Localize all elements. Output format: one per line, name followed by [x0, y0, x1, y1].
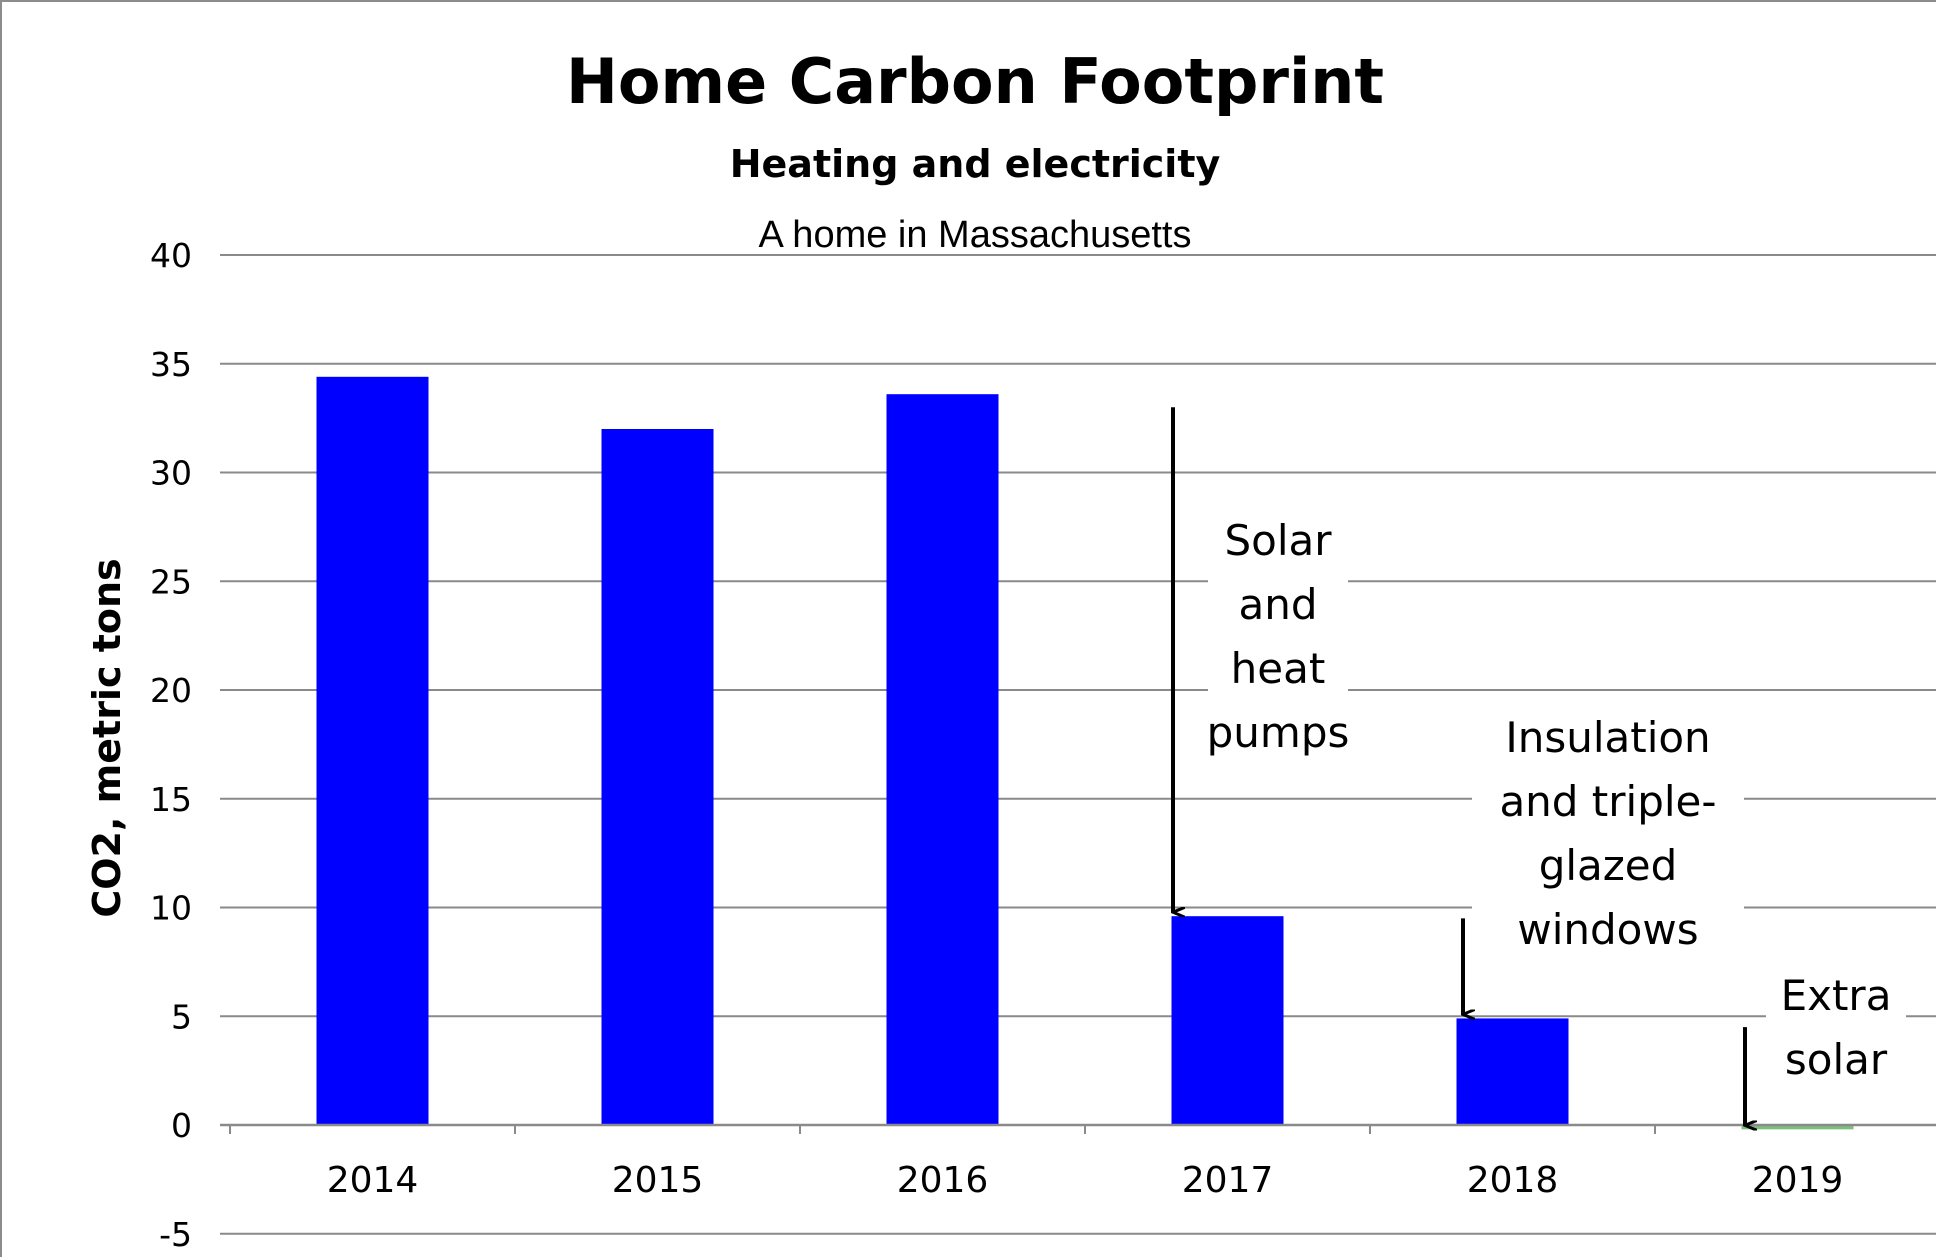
annotation-text: windows	[1517, 905, 1698, 954]
bar-2018	[1456, 1018, 1569, 1125]
x-tick-label: 2015	[612, 1160, 704, 1201]
annotation-backing	[1472, 704, 1744, 970]
y-tick-label: 30	[150, 454, 192, 493]
y-tick-label: 25	[150, 562, 192, 601]
y-tick-label: -5	[159, 1215, 192, 1254]
annotation-text: Extra	[1781, 971, 1892, 1020]
annotation-text: solar	[1785, 1035, 1888, 1084]
y-tick-label: 40	[150, 236, 192, 275]
annotation-backing	[1208, 507, 1348, 773]
y-tick-label: 20	[150, 671, 192, 710]
annotations: Solar and heat pumps Insulation and triple-gl…	[1171, 407, 1906, 1125]
x-tick-label: 2014	[327, 1160, 419, 1201]
x-tick-label: 2018	[1467, 1160, 1559, 1201]
bar-2019	[1741, 1125, 1854, 1130]
bar-2015	[601, 429, 714, 1125]
chart-caption: A home in Massachusetts	[759, 214, 1192, 256]
annotation-text: heat	[1231, 644, 1326, 693]
chart-title: Home Carbon Footprint	[566, 45, 1384, 118]
bar-2017	[1171, 916, 1284, 1125]
y-tick-label: 0	[171, 1106, 192, 1145]
x-tick-label: 2017	[1182, 1160, 1274, 1201]
y-tick-label: 10	[150, 889, 192, 928]
annotation-text: pumps	[1207, 708, 1350, 757]
y-axis-label: CO2, metric tons	[85, 558, 129, 917]
bar-2014	[316, 376, 429, 1125]
y-tick-label: 5	[171, 997, 192, 1036]
annotation-text: Insulation	[1505, 713, 1710, 762]
annotation-backing	[1766, 962, 1906, 1100]
y-tick-label: 15	[150, 780, 192, 819]
y-tick-label: 35	[150, 345, 192, 384]
annotation-text: glazed	[1539, 841, 1678, 890]
chart-subtitle: Heating and electricity	[730, 142, 1221, 186]
bars	[316, 376, 1854, 1130]
x-tick-label: 2016	[897, 1160, 989, 1201]
x-tick-label: 2019	[1752, 1160, 1844, 1201]
annotation-text: and	[1238, 580, 1317, 629]
annotation-text: Solar	[1224, 516, 1332, 565]
axes: -5 0 5 10 15 20 25 30 35 40 2014 2015 2016 2017 2018 20…	[150, 236, 1936, 1254]
bar-2016	[886, 394, 999, 1125]
annotation-text: and triple-	[1499, 777, 1716, 826]
